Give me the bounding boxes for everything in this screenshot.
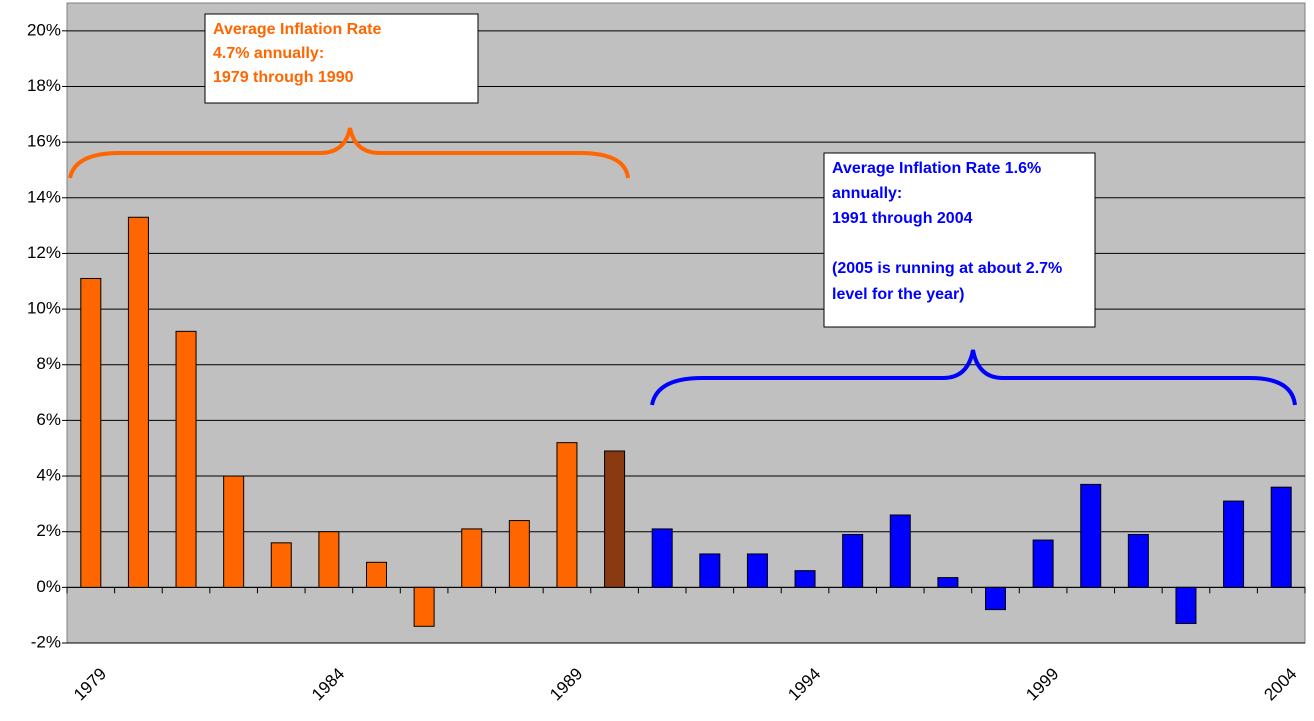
annotation-text: 1991 through 2004 bbox=[832, 210, 973, 227]
bar bbox=[223, 475, 245, 588]
annotation-text: Average Inflation Rate bbox=[213, 21, 381, 38]
bar bbox=[413, 586, 435, 627]
annotation-text: Average Inflation Rate 1.6% bbox=[832, 160, 1041, 177]
y-tick-label: -2% bbox=[31, 632, 61, 651]
annotation-text: annually: bbox=[832, 185, 902, 202]
brace bbox=[68, 127, 630, 179]
bar bbox=[1270, 486, 1292, 588]
y-tick-label: 2% bbox=[36, 521, 61, 540]
y-tick-label: 6% bbox=[36, 410, 61, 429]
bar bbox=[842, 533, 864, 588]
bar bbox=[270, 542, 292, 588]
bar bbox=[127, 216, 149, 588]
bar bbox=[937, 577, 959, 588]
bar bbox=[80, 277, 102, 588]
y-tick-label: 8% bbox=[36, 354, 61, 373]
bar bbox=[461, 528, 483, 588]
y-tick-label: 12% bbox=[27, 243, 61, 262]
bar bbox=[604, 450, 626, 588]
bar bbox=[746, 553, 768, 588]
annotation-box bbox=[204, 13, 479, 104]
annotation-text: 1979 through 1990 bbox=[213, 69, 354, 86]
bar bbox=[1080, 483, 1102, 588]
annotation-note: (2005 is running at about 2.7% bbox=[832, 260, 1062, 277]
x-tick-label: 1979 bbox=[70, 664, 110, 704]
bar bbox=[1032, 539, 1054, 588]
x-tick-label: 2004 bbox=[1260, 664, 1300, 704]
bar bbox=[985, 586, 1006, 611]
bar bbox=[1175, 586, 1197, 625]
bar bbox=[508, 520, 530, 588]
bar bbox=[318, 531, 340, 588]
y-tick-label: 20% bbox=[27, 20, 61, 39]
x-tick-label: 1994 bbox=[784, 664, 824, 704]
bar bbox=[1223, 500, 1245, 588]
y-tick-label: 16% bbox=[27, 132, 61, 151]
annotation-note: level for the year) bbox=[832, 286, 965, 303]
x-tick-label: 1989 bbox=[546, 664, 586, 704]
y-tick-label: 10% bbox=[27, 299, 61, 318]
bar bbox=[889, 514, 911, 588]
bar bbox=[651, 528, 673, 588]
brace bbox=[650, 349, 1297, 406]
annotation-box bbox=[823, 152, 1096, 328]
y-tick-label: 14% bbox=[27, 187, 61, 206]
x-tick-label: 1984 bbox=[308, 664, 348, 704]
annotation-text: 4.7% annually: bbox=[213, 45, 324, 62]
bar bbox=[556, 442, 578, 588]
y-tick-label: 4% bbox=[36, 466, 61, 485]
y-tick-label: 18% bbox=[27, 76, 61, 95]
bar bbox=[366, 561, 387, 588]
x-tick-label: 1999 bbox=[1022, 664, 1062, 704]
bar bbox=[175, 330, 197, 588]
y-tick-label: 0% bbox=[36, 577, 61, 596]
bar bbox=[1127, 533, 1149, 588]
bar bbox=[699, 553, 721, 588]
bar bbox=[794, 570, 816, 588]
